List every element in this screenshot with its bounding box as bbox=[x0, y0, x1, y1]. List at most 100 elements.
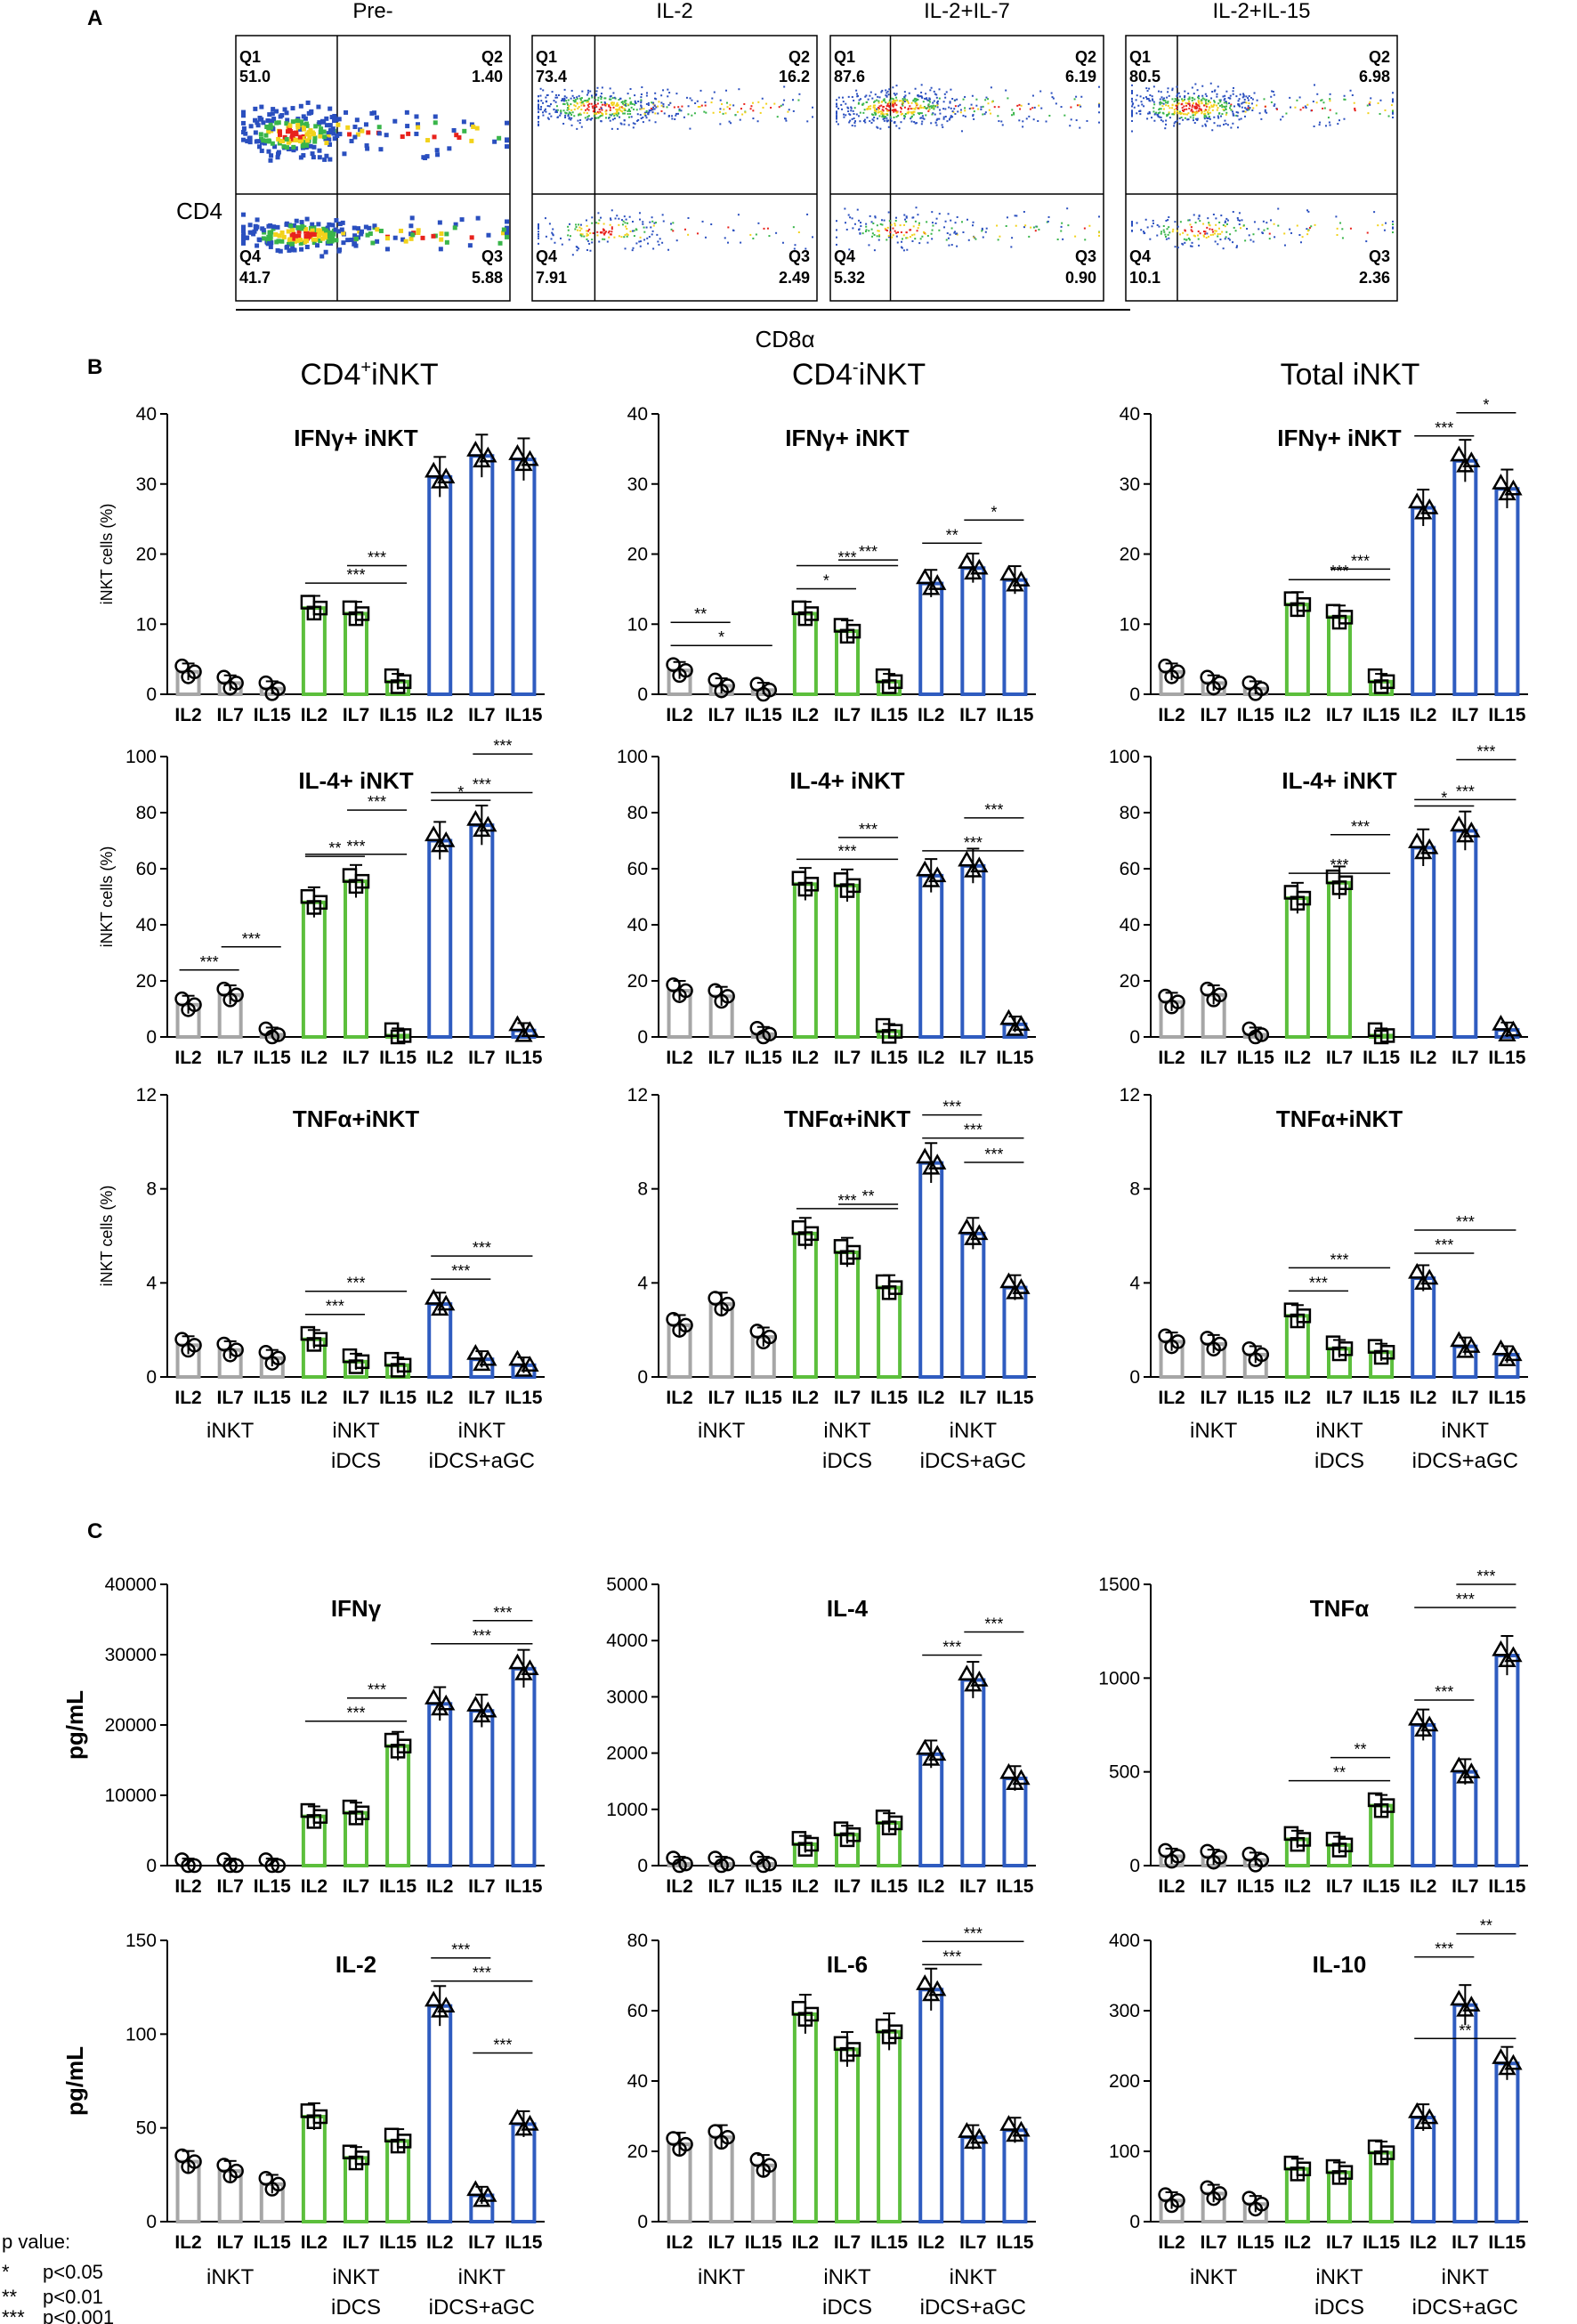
y-tick-label: 10000 bbox=[105, 1786, 157, 1806]
y-tick-label: 20 bbox=[627, 971, 648, 992]
significance-stars: *** bbox=[1330, 856, 1348, 874]
data-point bbox=[174, 658, 190, 674]
significance-stars: * bbox=[718, 628, 724, 646]
flow-plot-frame bbox=[829, 35, 1104, 302]
y-tick-label: 50 bbox=[136, 2118, 157, 2139]
data-point bbox=[970, 1670, 989, 1687]
flow-quadrant-label: Q3 bbox=[1075, 247, 1096, 265]
data-point bbox=[1498, 1025, 1516, 1042]
data-point bbox=[521, 449, 539, 466]
x-tick-label: IL15 bbox=[745, 2232, 782, 2253]
chart-title: TNFα bbox=[1310, 1595, 1370, 1622]
y-tick-label: 30000 bbox=[105, 1645, 157, 1665]
group-label-line1: iNKT bbox=[950, 2265, 998, 2289]
data-point bbox=[928, 866, 947, 883]
panel-letter-b: B bbox=[87, 355, 102, 379]
data-point bbox=[271, 1350, 287, 1366]
data-point bbox=[666, 657, 681, 672]
significance-stars: *** bbox=[346, 566, 365, 584]
data-point bbox=[762, 1026, 778, 1042]
chart-13: 0 50 100 150 pg/mL IL-2 IL2 IL7 IL15 IL2 IL7 IL15 IL… bbox=[61, 1931, 545, 2320]
y-tick-label: 10 bbox=[136, 614, 157, 635]
data-point bbox=[1504, 2053, 1523, 2070]
x-tick-label: IL2 bbox=[792, 705, 819, 725]
significance-stars: *** bbox=[1435, 1683, 1453, 1701]
y-tick-label: 10 bbox=[627, 614, 648, 635]
chart-12: 0 500 1000 1500 TNFα IL2 IL7 IL15 IL2 IL7 IL15 IL2 I… bbox=[1098, 1567, 1528, 1897]
data-point bbox=[473, 821, 491, 838]
chart-title: IL-6 bbox=[827, 1951, 868, 1978]
group-label-line1: iNKT bbox=[206, 1419, 255, 1443]
data-point bbox=[174, 2148, 190, 2164]
y-tick-label: 8 bbox=[637, 1179, 648, 1200]
x-tick-label: IL2 bbox=[918, 2232, 944, 2253]
x-tick-label: IL7 bbox=[1326, 705, 1353, 725]
y-tick-label: 4 bbox=[637, 1273, 648, 1293]
significance-stars: ** bbox=[946, 526, 958, 544]
flow-quadrant-label: Q3 bbox=[788, 247, 810, 265]
x-tick-label: IL2 bbox=[174, 1388, 201, 1408]
significance-stars: *** bbox=[368, 793, 386, 811]
x-tick-label: IL7 bbox=[1200, 1876, 1226, 1897]
flow-quadrant-label: Q2 bbox=[1075, 48, 1096, 66]
data-point bbox=[1170, 664, 1185, 680]
flow-quadrant-label: Q3 bbox=[481, 247, 503, 265]
data-point bbox=[521, 1356, 539, 1373]
x-tick-label: IL7 bbox=[959, 705, 986, 725]
group-label-line1: iNKT bbox=[698, 2265, 746, 2289]
data-point bbox=[187, 1338, 202, 1353]
y-tick-label: 0 bbox=[1129, 2212, 1140, 2232]
group-label-line1: iNKT bbox=[206, 2265, 255, 2289]
x-tick-label: IL15 bbox=[870, 1388, 908, 1408]
data-point bbox=[970, 558, 989, 575]
y-tick-label: 1000 bbox=[1098, 1668, 1140, 1688]
x-tick-label: IL2 bbox=[301, 1048, 328, 1068]
y-tick-label: 80 bbox=[627, 1931, 648, 1951]
y-tick-label: 20 bbox=[136, 971, 157, 992]
y-tick-label: 150 bbox=[125, 1931, 157, 1951]
x-tick-label: IL15 bbox=[1237, 1876, 1274, 1897]
significance-stars: *** bbox=[1476, 1567, 1495, 1585]
flow-quadrant-label: 1.40 bbox=[472, 68, 503, 85]
x-tick-label: IL2 bbox=[1158, 1876, 1185, 1897]
group-label-line1: iNKT bbox=[1315, 1419, 1363, 1443]
significance-stars: *** bbox=[346, 838, 365, 855]
significance-stars: *** bbox=[859, 821, 877, 838]
data-point bbox=[666, 977, 681, 992]
group-label-line1: iNKT bbox=[332, 1419, 380, 1443]
group-label-line1: iNKT bbox=[1315, 2265, 1363, 2289]
flow-cytometry-panel: CD4 CD8α Pre- Q1 51.0 Q2 1.40 Q4 41.7 Q3 5.88 IL-… bbox=[176, 0, 1398, 352]
group-label-line1: iNKT bbox=[458, 1419, 506, 1443]
y-tick-label: 0 bbox=[146, 1367, 157, 1388]
data-point bbox=[514, 455, 533, 472]
flow-quadrant-label: 16.2 bbox=[779, 68, 810, 85]
flow-events bbox=[836, 84, 1100, 252]
significance-stars: ** bbox=[1333, 1764, 1346, 1782]
data-point bbox=[479, 2185, 497, 2202]
y-tick-label: 60 bbox=[627, 2001, 648, 2021]
data-point bbox=[229, 1858, 244, 1874]
x-tick-label: IL2 bbox=[666, 1876, 692, 1897]
data-point bbox=[922, 1158, 941, 1175]
data-point bbox=[1170, 1849, 1185, 1864]
data-point bbox=[749, 1324, 765, 1339]
x-tick-label: IL7 bbox=[834, 705, 861, 725]
data-point bbox=[678, 662, 693, 678]
significance-stars: *** bbox=[1330, 563, 1348, 580]
data-point bbox=[720, 1296, 735, 1312]
flow-quadrant-label: 2.49 bbox=[779, 269, 810, 287]
significance-stars: *** bbox=[473, 1964, 491, 1982]
y-tick-label: 1000 bbox=[606, 1800, 648, 1820]
data-point bbox=[354, 873, 370, 889]
group-label-line1: iNKT bbox=[1190, 1419, 1238, 1443]
chart-9: 0 4 8 12 TNFα+iNKT IL2 IL7 IL15 IL2 IL7 IL15 IL2 IL7… bbox=[1120, 1085, 1528, 1473]
data-point bbox=[1212, 676, 1227, 691]
data-point bbox=[1338, 610, 1354, 625]
chart-title: IFNγ+ iNKT bbox=[294, 425, 418, 451]
chart-3: 0 10 20 30 40 IFNγ+ iNKT IL2 IL7 IL15 IL2 IL7 IL15 I… bbox=[1120, 396, 1528, 725]
data-point bbox=[1462, 1762, 1481, 1778]
significance-stars: *** bbox=[451, 1262, 470, 1280]
x-tick-label: IL2 bbox=[174, 1876, 201, 1897]
x-tick-label: IL15 bbox=[745, 705, 782, 725]
data-point bbox=[1012, 1015, 1031, 1032]
